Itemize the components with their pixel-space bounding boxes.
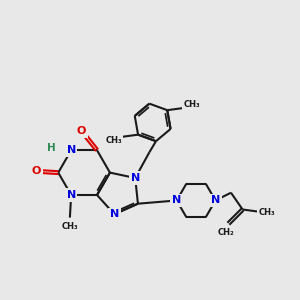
Text: N: N: [67, 190, 76, 200]
Text: N: N: [211, 196, 220, 206]
Text: CH₃: CH₃: [61, 222, 78, 231]
Text: N: N: [172, 196, 181, 206]
Text: N: N: [130, 173, 140, 183]
Text: H: H: [47, 143, 56, 153]
Text: CH₃: CH₃: [184, 100, 200, 109]
Text: O: O: [77, 126, 86, 136]
Text: CH₂: CH₂: [218, 228, 234, 237]
Text: CH₃: CH₃: [105, 136, 122, 145]
Text: N: N: [110, 209, 119, 219]
Text: N: N: [67, 145, 76, 155]
Text: CH₃: CH₃: [259, 208, 275, 217]
Text: O: O: [32, 166, 41, 176]
